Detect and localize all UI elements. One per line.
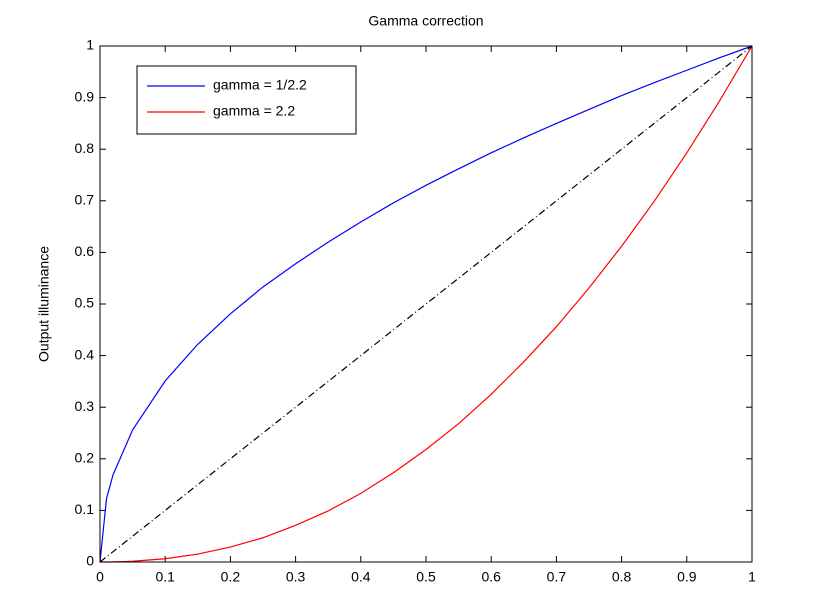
y-tick-label: 0.4 <box>75 346 95 362</box>
y-tick-label: 1 <box>86 37 94 53</box>
x-tick-label: 0.3 <box>286 569 306 585</box>
legend-box <box>136 65 357 135</box>
y-tick-label: 0.6 <box>75 243 95 259</box>
y-tick-label: 0.9 <box>75 88 95 104</box>
legend-label: gamma = 1/2.2 <box>213 77 307 93</box>
series-line <box>99 45 753 563</box>
x-tick-label: 0.8 <box>612 569 632 585</box>
x-tick-label: 1 <box>748 569 756 585</box>
x-tick-label: 0.2 <box>221 569 241 585</box>
y-tick-label: 0.7 <box>75 192 95 208</box>
y-tick-label: 0.5 <box>75 295 95 311</box>
x-tick-label: 0.4 <box>351 569 371 585</box>
x-tick-label: 0.5 <box>416 569 436 585</box>
x-tick-label: 0.9 <box>677 569 697 585</box>
x-tick-label: 0 <box>96 569 104 585</box>
y-tick-label: 0.1 <box>75 501 95 517</box>
x-tick-label: 0.7 <box>547 569 567 585</box>
y-tick-label: 0 <box>86 553 94 569</box>
y-axis-label: Output illuminance <box>36 246 52 362</box>
x-tick-label: 0.1 <box>155 569 175 585</box>
x-tick-label: 0.6 <box>481 569 501 585</box>
series-line <box>99 45 753 563</box>
y-tick-label: 0.8 <box>75 140 95 156</box>
chart-title: Gamma correction <box>368 13 483 29</box>
y-tick-label: 0.3 <box>75 398 95 414</box>
series-line <box>100 45 753 563</box>
y-tick-label: 0.2 <box>75 450 95 466</box>
axes-box <box>99 45 753 563</box>
legend-label: gamma = 2.2 <box>213 103 295 119</box>
legend: gamma = 1/2.2 gamma = 2.2 <box>136 65 357 135</box>
